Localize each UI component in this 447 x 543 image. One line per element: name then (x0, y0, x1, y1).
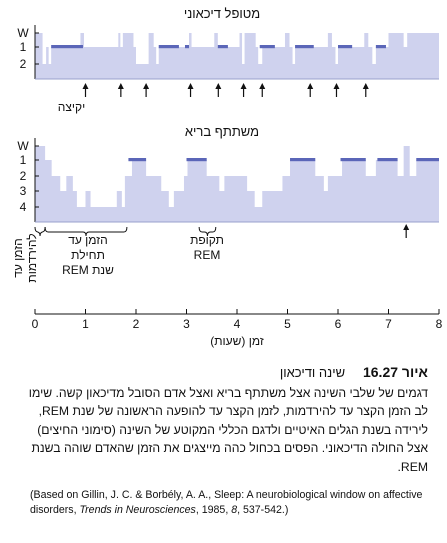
panel-2-rem-bar-4 (340, 158, 366, 162)
interval-label-rem-period-line-1: תקופת (190, 233, 224, 247)
panel-2-awakening-arrow-1-head (403, 224, 410, 230)
panel-1-rem-bar-1 (51, 45, 83, 49)
panel-1-awakening-arrow-3-head (143, 83, 150, 89)
x-tick-label-1: 1 (82, 317, 89, 331)
panel-1-awakening-arrow-8-head (307, 83, 314, 89)
panel-1-y-label-1: 1 (20, 40, 27, 54)
panel-2-interval-1-brace (34, 226, 46, 237)
x-tick-label-2: 2 (133, 317, 140, 331)
interval-label-rem-latency-line-1: הזמן עד (68, 233, 108, 247)
panel-1-rem-bar-2 (158, 45, 179, 49)
panel-1-awakening-arrow-4-head (187, 83, 194, 89)
panel-1-title: מטופל דיכאוני (184, 6, 260, 21)
panel-2-y-label-3: 3 (20, 184, 27, 198)
x-tick-label-0: 0 (32, 317, 39, 331)
interval-label-sleep-onset-line-1: הזמן עד (11, 238, 25, 278)
figure-reference: (Based on Gillin, J. C. & Borbély, A. A.… (30, 488, 430, 517)
panel-1-awakening-arrow-9-head (333, 83, 340, 89)
panel-2-interval-2-brace (44, 226, 128, 237)
x-axis-label: זמן (שעות) (210, 334, 264, 348)
panel-1-y-label-2: 2 (20, 57, 27, 71)
panel-1-awakening-arrow-1-head (82, 83, 89, 89)
panel-2-y-label-W: W (17, 139, 29, 153)
panel-1-awakening-arrow-7-head (259, 83, 266, 89)
x-tick-label-4: 4 (234, 317, 241, 331)
panel-2-rem-bar-6 (416, 158, 439, 162)
panel-1-rem-bar-8 (375, 45, 386, 49)
reference-text: (Based on Gillin, J. C. & Borbély, A. A.… (30, 489, 423, 516)
panel-2-y-label-4: 4 (20, 200, 27, 214)
panel-2-rem-bar-3 (290, 158, 316, 162)
panel-1-awakening-arrow-6-head (240, 83, 247, 89)
panel-2-interval-3-brace (198, 226, 217, 237)
interval-label-rem-latency-line-3: שנת REM (62, 263, 114, 277)
interval-label-sleep-onset-line-2: להירדמות (25, 233, 39, 282)
panel-1-awakening-arrow-10-head (362, 83, 369, 89)
reference-pages: , 537-542.) (237, 503, 289, 516)
panel-2-rem-bar-1 (128, 158, 147, 162)
figure-caption: דגמים של שלבי השינה אצל משתתף בריא ואצל … (28, 386, 428, 474)
panel-1-hypnogram-area (35, 33, 439, 79)
awakening-label: יקיצה (58, 100, 85, 114)
panel-1-rem-bar-5 (259, 45, 275, 49)
panel-1-awakening-arrow-5-head (215, 83, 222, 89)
panel-2-y-label-1: 1 (20, 153, 27, 167)
panel-1-awakening-arrow-2-head (117, 83, 124, 89)
x-tick-label-3: 3 (183, 317, 190, 331)
x-tick-label-5: 5 (284, 317, 291, 331)
panel-1-rem-bar-3 (184, 45, 190, 49)
x-tick-label-7: 7 (385, 317, 392, 331)
panel-2-y-label-2: 2 (20, 169, 27, 183)
panel-2-rem-bar-2 (186, 158, 207, 162)
figure-heading: איור 16.27 שינה ודיכאון (28, 364, 428, 380)
panel-1-rem-bar-7 (338, 45, 353, 49)
interval-label-sleep-onset: הזמן עדלהירדמות (11, 233, 39, 282)
figure-number: איור 16.27 (362, 364, 428, 380)
panel-2-title: משתתף בריא (185, 124, 259, 139)
reference-volume: 8 (231, 503, 238, 516)
panel-1-rem-bar-6 (295, 45, 314, 49)
x-tick-label-6: 6 (335, 317, 342, 331)
interval-label-rem-period-line-2: REM (194, 248, 221, 262)
interval-label-rem-latency-line-2: תחילת (71, 248, 105, 262)
x-tick-label-8: 8 (436, 317, 443, 331)
reference-journal: Trends in Neurosciences (79, 503, 196, 516)
panel-1-rem-bar-4 (217, 45, 228, 49)
panel-1-y-label-W: W (17, 26, 29, 40)
panel-2-hypnogram-area (35, 146, 439, 222)
panel-2-rem-bar-5 (377, 158, 398, 162)
figure-title: שינה ודיכאון (279, 365, 346, 380)
reference-year: , 1985, (195, 503, 232, 516)
